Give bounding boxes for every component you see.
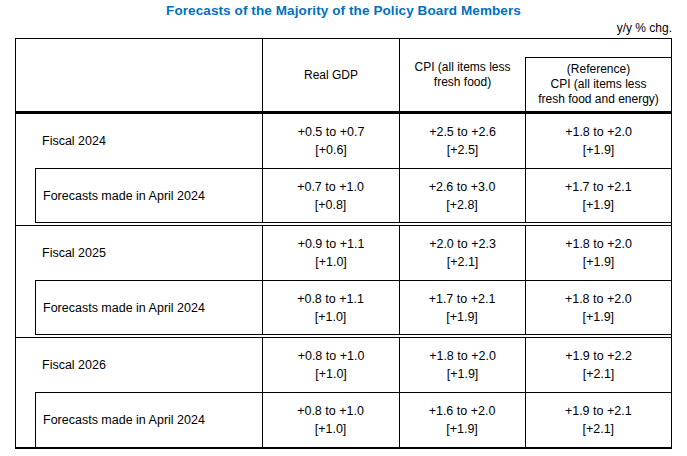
forecast-median: [+1.9]: [446, 308, 478, 326]
forecast-median: [+2.5]: [447, 141, 479, 159]
forecast-range: +1.9 to +2.1: [565, 402, 632, 420]
forecast-median: [+1.9]: [446, 420, 478, 438]
fiscal-year-label: Fiscal 2024: [16, 114, 262, 168]
indent-spacer: [16, 280, 35, 335]
gdp-forecast-cell: +0.9 to +1.1 [+1.0]: [262, 226, 399, 280]
fiscal-2025-block: Fiscal 2025 +0.9 to +1.1 [+1.0] +2.0 to …: [16, 226, 671, 338]
forecast-median: [+1.9]: [582, 196, 614, 214]
forecast-median: [+1.0]: [315, 308, 347, 326]
forecast-median: [+1.0]: [315, 253, 347, 271]
forecast-range: +1.7 to +2.1: [565, 178, 632, 196]
cpi-forecast-cell: +2.0 to +2.3 [+2.1]: [399, 226, 525, 280]
cpi-forecast-cell: +1.8 to +2.0 [+1.9]: [399, 338, 525, 392]
forecast-range: +0.8 to +1.0: [298, 347, 365, 365]
forecast-range: +1.6 to +2.0: [429, 402, 496, 420]
page: { "title": "Forecasts of the Majority of…: [0, 0, 687, 456]
reference-forecast-cell: +1.8 to +2.0 [+1.9]: [525, 114, 671, 168]
forecast-range: +0.7 to +1.0: [297, 178, 364, 196]
reference-forecast-cell: +1.9 to +2.1 [+2.1]: [525, 393, 672, 447]
forecast-range: +0.8 to +1.0: [297, 402, 364, 420]
april-forecast-row: Forecasts made in April 2024 +0.8 to +1.…: [16, 280, 671, 335]
fiscal-2026-block: Fiscal 2026 +0.8 to +1.0 [+1.0] +1.8 to …: [16, 338, 671, 447]
forecast-table: Real GDP CPI (all items less fresh food)…: [15, 38, 672, 449]
gdp-forecast-cell: +0.8 to +1.1 [+1.0]: [262, 281, 399, 334]
forecast-range: +2.6 to +3.0: [429, 178, 496, 196]
april-forecast-box: Forecasts made in April 2024 +0.7 to +1.…: [35, 168, 671, 223]
april-forecast-row: Forecasts made in April 2024 +0.7 to +1.…: [16, 168, 671, 223]
forecast-median: [+1.9]: [447, 365, 479, 383]
header-reference-cell: (Reference) CPI (all items less fresh fo…: [525, 39, 671, 111]
forecast-median: [+2.8]: [446, 196, 478, 214]
header-real-gdp-label: Real GDP: [304, 68, 358, 83]
forecast-range: +1.8 to +2.0: [565, 235, 632, 253]
reference-forecast-cell: +1.9 to +2.2 [+2.1]: [525, 338, 671, 392]
april-forecast-row: Forecasts made in April 2024 +0.8 to +1.…: [16, 392, 671, 447]
forecast-range: +0.5 to +0.7: [298, 123, 365, 141]
cpi-forecast-cell: +1.7 to +2.1 [+1.9]: [399, 281, 525, 334]
header-cpi-line2: fresh food): [434, 75, 491, 90]
fiscal-year-label: Fiscal 2026: [16, 338, 262, 392]
forecast-median: [+1.9]: [583, 253, 615, 271]
forecast-range: +2.0 to +2.3: [429, 235, 496, 253]
forecast-median: [+1.0]: [315, 420, 347, 438]
forecast-median: [+2.1]: [583, 365, 615, 383]
fiscal-2024-block: Fiscal 2024 +0.5 to +0.7 [+0.6] +2.5 to …: [16, 114, 671, 226]
april-forecast-label: Forecasts made in April 2024: [36, 393, 262, 447]
header-ref-line1: (Reference): [567, 62, 630, 77]
april-forecast-box: Forecasts made in April 2024 +0.8 to +1.…: [35, 280, 671, 335]
forecast-median: [+2.1]: [447, 253, 479, 271]
forecast-median: [+2.1]: [582, 420, 614, 438]
header-ref-line3: fresh food and energy): [538, 92, 659, 107]
forecast-median: [+1.0]: [315, 365, 347, 383]
forecast-range: +1.8 to +2.0: [429, 347, 496, 365]
gdp-forecast-cell: +0.5 to +0.7 [+0.6]: [262, 114, 399, 168]
header-ref-line2: CPI (all items less: [550, 77, 646, 92]
forecast-range: +0.8 to +1.1: [297, 290, 364, 308]
forecast-range: +0.9 to +1.1: [298, 235, 365, 253]
forecast-range: +1.8 to +2.0: [565, 123, 632, 141]
forecast-median: [+1.9]: [582, 308, 614, 326]
forecast-range: +1.8 to +2.0: [565, 290, 632, 308]
reference-forecast-cell: +1.8 to +2.0 [+1.9]: [525, 226, 671, 280]
header-cpi: CPI (all items less fresh food): [399, 39, 525, 111]
fiscal-year-label: Fiscal 2025: [16, 226, 262, 280]
cpi-forecast-cell: +2.5 to +2.6 [+2.5]: [399, 114, 525, 168]
forecast-range: +1.9 to +2.2: [565, 347, 632, 365]
cpi-forecast-cell: +2.6 to +3.0 [+2.8]: [399, 169, 525, 222]
april-forecast-label: Forecasts made in April 2024: [36, 169, 262, 222]
forecast-median: [+0.6]: [315, 141, 347, 159]
reference-forecast-cell: +1.7 to +2.1 [+1.9]: [525, 169, 672, 222]
header-cpi-line1: CPI (all items less: [414, 60, 510, 75]
forecast-median: [+0.8]: [315, 196, 347, 214]
fiscal-row: Fiscal 2026 +0.8 to +1.0 [+1.0] +1.8 to …: [16, 338, 671, 392]
indent-spacer: [16, 168, 35, 223]
header-row: Real GDP CPI (all items less fresh food)…: [16, 39, 671, 114]
april-forecast-label: Forecasts made in April 2024: [36, 281, 262, 334]
gdp-forecast-cell: +0.7 to +1.0 [+0.8]: [262, 169, 399, 222]
gdp-forecast-cell: +0.8 to +1.0 [+1.0]: [262, 338, 399, 392]
forecast-median: [+1.9]: [583, 141, 615, 159]
indent-spacer: [16, 392, 35, 447]
april-forecast-box: Forecasts made in April 2024 +0.8 to +1.…: [35, 392, 671, 447]
forecast-range: +2.5 to +2.6: [429, 123, 496, 141]
fiscal-row: Fiscal 2024 +0.5 to +0.7 [+0.6] +2.5 to …: [16, 114, 671, 168]
header-reference-box: (Reference) CPI (all items less fresh fo…: [525, 57, 671, 111]
fiscal-row: Fiscal 2025 +0.9 to +1.1 [+1.0] +2.0 to …: [16, 226, 671, 280]
header-empty-cell: [16, 39, 262, 111]
gdp-forecast-cell: +0.8 to +1.0 [+1.0]: [262, 393, 399, 447]
reference-forecast-cell: +1.8 to +2.0 [+1.9]: [525, 281, 672, 334]
header-real-gdp: Real GDP: [262, 39, 399, 111]
forecast-range: +1.7 to +2.1: [429, 290, 496, 308]
document-title: Forecasts of the Majority of the Policy …: [0, 0, 687, 18]
unit-label: y/y % chg.: [617, 21, 672, 35]
cpi-forecast-cell: +1.6 to +2.0 [+1.9]: [399, 393, 525, 447]
